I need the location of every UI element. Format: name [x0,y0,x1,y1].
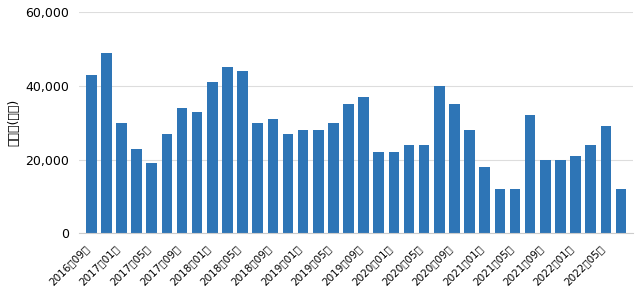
Bar [509,189,520,233]
Bar [237,71,248,233]
Bar [540,160,550,233]
Bar [328,123,339,233]
Bar [207,82,218,233]
Bar [600,126,611,233]
Bar [586,145,596,233]
Bar [388,152,399,233]
Bar [464,130,475,233]
Bar [479,167,490,233]
Bar [298,130,308,233]
Bar [313,130,324,233]
Bar [116,123,127,233]
Bar [419,145,429,233]
Bar [449,104,460,233]
Bar [161,134,172,233]
Bar [222,67,233,233]
Bar [495,189,505,233]
Bar [192,112,202,233]
Bar [434,86,445,233]
Bar [404,145,414,233]
Bar [555,160,566,233]
Bar [131,148,142,233]
Bar [343,104,354,233]
Bar [616,189,627,233]
Bar [268,119,278,233]
Bar [570,156,581,233]
Bar [101,53,111,233]
Y-axis label: 거래량(건수): 거래량(건수) [7,99,20,146]
Bar [147,163,157,233]
Bar [177,108,188,233]
Bar [283,134,293,233]
Bar [252,123,263,233]
Bar [86,75,97,233]
Bar [358,97,369,233]
Bar [374,152,384,233]
Bar [525,115,536,233]
